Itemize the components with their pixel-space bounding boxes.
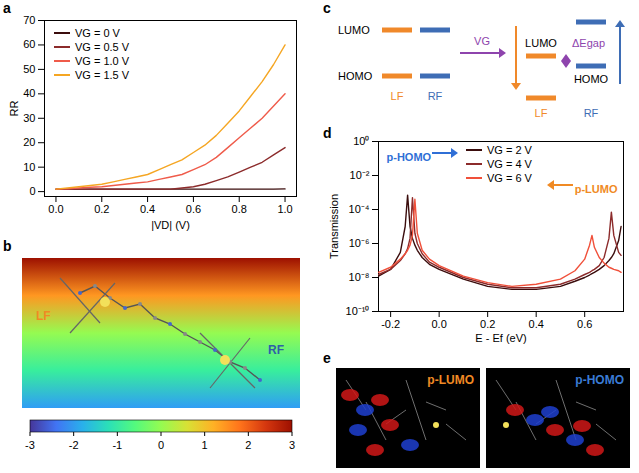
svg-text:RF: RF [268,343,284,357]
svg-text:10⁰: 10⁰ [353,135,369,147]
svg-text:LUMO: LUMO [525,37,557,49]
svg-text:-1: -1 [112,439,122,451]
svg-text:RF: RF [428,90,443,102]
svg-text:10⁻¹⁰: 10⁻¹⁰ [346,305,370,317]
html-text:b: b [3,238,12,254]
svg-text:0.2: 0.2 [480,318,495,330]
html-text:VG = 0 V: VG = 0 V [75,27,120,39]
svg-text:RR: RR [8,101,20,117]
svg-text:p-LUMO: p-LUMO [575,183,618,195]
html-text:a: a [3,0,11,16]
svg-text:0.2: 0.2 [94,203,109,215]
svg-text:1: 1 [202,439,208,451]
svg-text:LF: LF [535,107,548,119]
svg-text:1.0: 1.0 [277,203,292,215]
svg-text:0.6: 0.6 [577,318,592,330]
svg-text:10⁻⁴: 10⁻⁴ [349,203,370,215]
svg-text:ΔEgap: ΔEgap [572,37,605,49]
svg-text:LF: LF [391,90,404,102]
svg-text:70: 70 [23,14,35,26]
svg-text:VG: VG [474,35,490,47]
html-text:e: e [323,350,331,366]
svg-text:10⁻⁸: 10⁻⁸ [349,271,370,283]
svg-text:0: 0 [158,439,164,451]
svg-text:30: 30 [23,112,35,124]
svg-text:p-HOMO: p-HOMO [575,373,624,387]
html-text:c: c [323,0,331,16]
svg-text:LF: LF [36,309,51,323]
svg-text:E - Ef (eV): E - Ef (eV) [475,332,526,344]
svg-text:-2: -2 [69,439,79,451]
html-text:VG = 0.5 V: VG = 0.5 V [75,41,130,53]
svg-text:Transmission: Transmission [328,194,340,259]
svg-text:10: 10 [23,161,35,173]
svg-text:0: 0 [29,185,35,197]
svg-text:0.0: 0.0 [431,318,446,330]
svg-text:-3: -3 [25,439,35,451]
svg-text:-0.2: -0.2 [381,318,400,330]
svg-text:40: 40 [23,87,35,99]
svg-text:|VD| (V): |VD| (V) [151,219,190,231]
svg-text:50: 50 [23,63,35,75]
svg-text:RF: RF [584,107,599,119]
svg-text:p-HOMO: p-HOMO [387,151,432,163]
html-text:VG = 2 V: VG = 2 V [487,144,532,156]
svg-text:0.0: 0.0 [48,203,63,215]
html-text:VG = 1.0 V: VG = 1.0 V [75,55,130,67]
svg-text:LUMO: LUMO [338,24,370,36]
html-text:VG = 6 V: VG = 6 V [487,172,532,184]
html-text:d: d [323,125,332,141]
svg-text:2: 2 [245,439,251,451]
svg-text:0.4: 0.4 [529,318,544,330]
svg-text:10⁻²: 10⁻² [350,169,370,181]
svg-text:60: 60 [23,38,35,50]
svg-text:0.6: 0.6 [186,203,201,215]
svg-text:20: 20 [23,136,35,148]
svg-text:10⁻⁶: 10⁻⁶ [349,237,370,249]
html-text:VG = 1.5 V: VG = 1.5 V [75,69,130,81]
svg-text:0.8: 0.8 [232,203,247,215]
svg-text:HOMO: HOMO [574,73,609,85]
svg-text:0.4: 0.4 [140,203,155,215]
svg-text:3: 3 [289,439,295,451]
svg-text:HOMO: HOMO [338,70,373,82]
html-text:VG = 4 V: VG = 4 V [487,158,532,170]
svg-text:p-LUMO: p-LUMO [427,373,474,387]
